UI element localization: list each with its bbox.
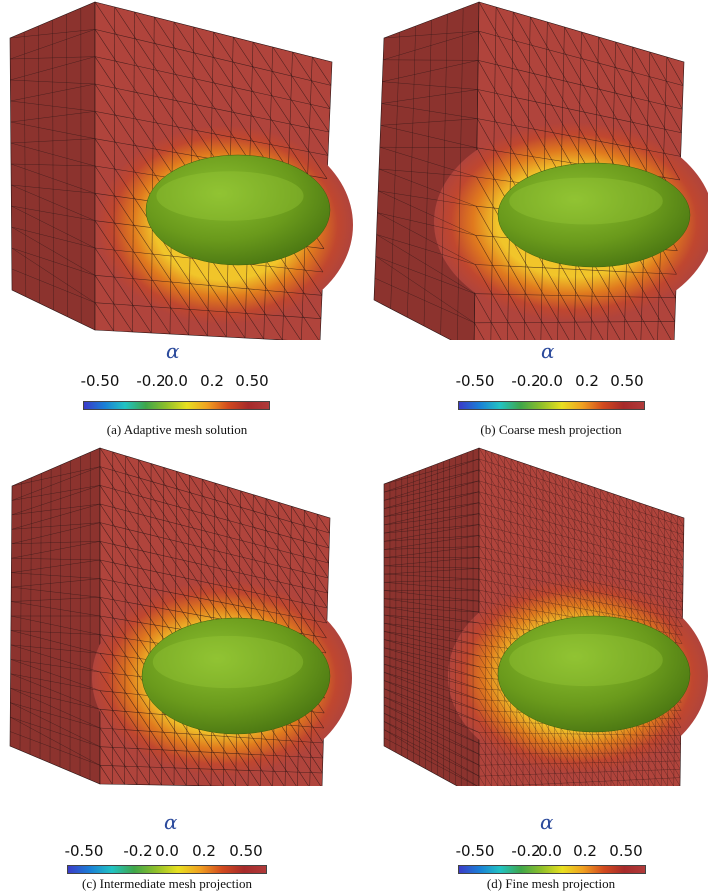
tick-c-4: 0.50 bbox=[229, 842, 263, 860]
mesh-render-a bbox=[9, 1, 353, 340]
droplet-highlight bbox=[156, 171, 304, 221]
caption-b: (b) Coarse mesh projection bbox=[480, 422, 622, 437]
tick-a-0: -0.50 bbox=[80, 372, 120, 390]
droplet-highlight bbox=[152, 635, 304, 689]
tick-d-1: -0.2 bbox=[511, 842, 541, 860]
tick-b-4: 0.50 bbox=[610, 372, 644, 390]
droplet-surface bbox=[497, 615, 691, 733]
droplet-surface bbox=[141, 617, 331, 735]
tick-c-3: 0.2 bbox=[192, 842, 216, 860]
caption-c: (c) Intermediate mesh projection bbox=[81, 876, 253, 891]
panel-c: α -0.50 -0.2 0.0 0.2 0.50 (c) Intermedia… bbox=[0, 446, 354, 892]
droplet-surface bbox=[145, 154, 331, 266]
colorbar-b bbox=[458, 401, 645, 410]
caption-a: (a) Adaptive mesh solution bbox=[106, 422, 248, 437]
colorbar-title-c: α bbox=[164, 810, 178, 834]
tick-c-2: 0.0 bbox=[155, 842, 179, 860]
side-mesh bbox=[10, 452, 101, 780]
tick-d-3: 0.2 bbox=[573, 842, 597, 860]
tick-a-3: 0.2 bbox=[200, 372, 224, 390]
panel-a: α -0.50 -0.2 0.0 0.2 0.50 (a) Adaptive m… bbox=[0, 0, 354, 446]
tick-a-4: 0.50 bbox=[235, 372, 269, 390]
tick-b-2: 0.0 bbox=[539, 372, 563, 390]
caption-d: (d) Fine mesh projection bbox=[486, 876, 616, 891]
colorbar-title-b: α bbox=[541, 339, 555, 363]
mesh-render-d bbox=[383, 447, 708, 786]
tick-a-2: 0.0 bbox=[164, 372, 188, 390]
colorbar-c bbox=[67, 865, 267, 874]
droplet-highlight bbox=[509, 177, 663, 225]
tick-d-0: -0.50 bbox=[455, 842, 495, 860]
tick-b-3: 0.2 bbox=[575, 372, 599, 390]
droplet-highlight bbox=[509, 633, 663, 687]
panel-d: α -0.50 -0.2 0.0 0.2 0.50 (d) Fine mesh … bbox=[354, 446, 708, 892]
tick-b-1: -0.2 bbox=[511, 372, 541, 390]
mesh-render-b bbox=[373, 1, 708, 340]
front-mesh bbox=[94, 1, 332, 340]
tick-c-0: -0.50 bbox=[64, 842, 104, 860]
tick-b-0: -0.50 bbox=[455, 372, 495, 390]
colorbar-title-a: α bbox=[166, 339, 180, 363]
colorbar-d bbox=[458, 865, 646, 874]
droplet-surface bbox=[497, 162, 691, 268]
panel-b: α -0.50 -0.2 0.0 0.2 0.50 (b) Coarse mes… bbox=[354, 0, 708, 446]
colorbar-a bbox=[83, 401, 270, 410]
side-mesh bbox=[383, 450, 480, 786]
side-mesh bbox=[9, 7, 96, 324]
colorbar-title-d: α bbox=[540, 810, 554, 834]
side-mesh bbox=[374, 7, 479, 340]
tick-a-1: -0.2 bbox=[136, 372, 166, 390]
mesh-render-c bbox=[9, 447, 352, 786]
tick-c-1: -0.2 bbox=[123, 842, 153, 860]
tick-d-4: 0.50 bbox=[609, 842, 643, 860]
tick-d-2: 0.0 bbox=[538, 842, 562, 860]
